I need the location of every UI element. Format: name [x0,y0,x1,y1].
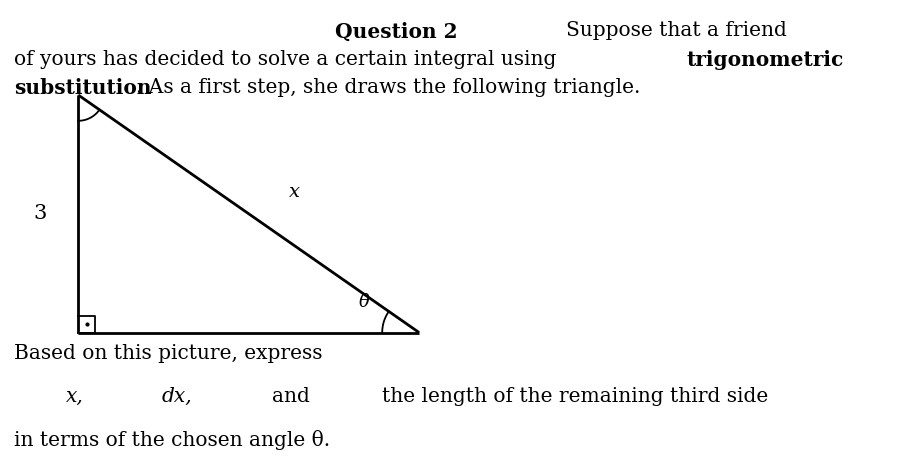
Text: . As a first step, she draws the following triangle.: . As a first step, she draws the followi… [136,78,641,97]
Text: 3: 3 [33,204,46,223]
Text: x: x [289,183,300,201]
Text: substitution: substitution [14,78,151,98]
Text: in terms of the chosen angle θ.: in terms of the chosen angle θ. [14,430,330,450]
Text: of yours has decided to solve a certain integral using: of yours has decided to solve a certain … [14,50,563,69]
Text: Based on this picture, express: Based on this picture, express [14,344,322,363]
Text: and: and [272,387,309,406]
Text: Suppose that a friend: Suppose that a friend [566,21,787,40]
Text: the length of the remaining third side: the length of the remaining third side [382,387,768,406]
Text: trigonometric: trigonometric [686,50,844,70]
Text: x,: x, [66,387,84,406]
Text: dx,: dx, [161,387,192,406]
Text: θ: θ [358,293,369,311]
Text: Question 2: Question 2 [334,21,458,41]
